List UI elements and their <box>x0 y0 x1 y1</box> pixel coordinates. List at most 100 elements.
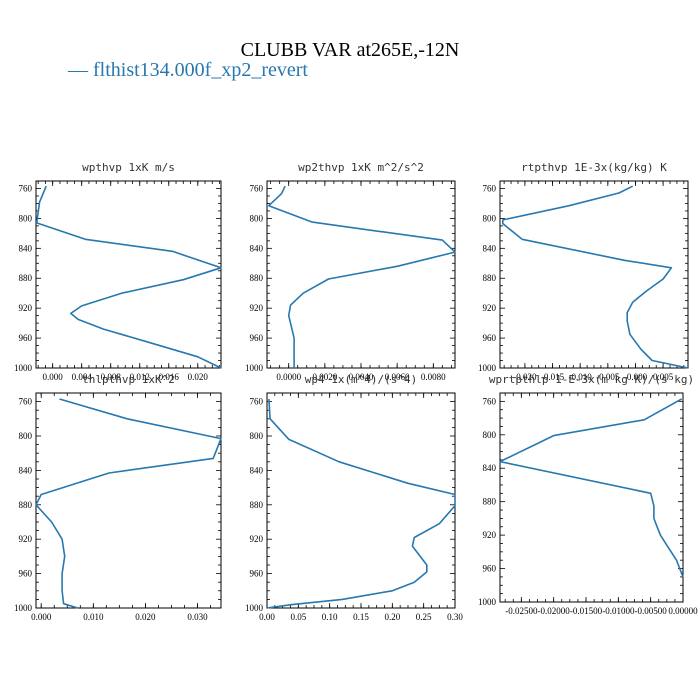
y-tick-label: 800 <box>483 213 497 223</box>
y-tick-label: 920 <box>250 303 264 313</box>
x-tick-label: -0.00500 <box>635 606 668 616</box>
panels: wpthvp 1xK m/s76080084088092096010000.00… <box>14 161 698 622</box>
y-tick-label: 880 <box>19 273 33 283</box>
x-tick-label: 0.15 <box>353 612 369 622</box>
y-tick-label: 880 <box>250 500 264 510</box>
x-tick-label: 0.0040 <box>349 372 374 382</box>
panel-title: thlpthvp 1xK^2 <box>82 373 175 386</box>
x-tick-label: -0.01500 <box>570 606 603 616</box>
y-tick-label: 960 <box>19 333 33 343</box>
x-tick-label: -0.020 <box>513 372 537 382</box>
series-line <box>35 398 222 609</box>
plot-frame <box>266 392 456 609</box>
plot-frame <box>35 180 222 369</box>
plot-frame <box>499 392 684 603</box>
x-tick-label: 0.004 <box>72 372 93 382</box>
plot-frame <box>35 392 222 609</box>
y-tick-label: 1000 <box>14 363 33 373</box>
y-tick-label: 920 <box>483 303 497 313</box>
x-tick-label: 0.016 <box>159 372 180 382</box>
x-tick-label: 0.0000 <box>276 372 301 382</box>
x-tick-label: 0.020 <box>135 612 156 622</box>
x-tick-label: -0.015 <box>541 372 565 382</box>
panel-1: wpthvp 1xK m/s 760 800 840 880 920 960 1000 0.00… <box>14 161 222 382</box>
y-tick-label: 960 <box>483 333 497 343</box>
y-tick-label: 920 <box>250 534 264 544</box>
x-tick-label: 0.00000 <box>668 606 698 616</box>
y-tick-label: 1000 <box>478 597 497 607</box>
x-tick-label: 0.05 <box>290 612 306 622</box>
panel-title: wp4 1x(m^4)/(s^4) <box>305 373 418 386</box>
y-tick-label: 1000 <box>478 363 497 373</box>
x-tick-label: 0.20 <box>384 612 400 622</box>
series-line <box>266 398 456 609</box>
y-tick-label: 840 <box>250 243 264 253</box>
y-tick-label: 920 <box>19 303 33 313</box>
panel-title: wpthvp 1xK m/s <box>82 161 175 174</box>
x-tick-label: 0.000 <box>31 612 52 622</box>
legend-series-name: flthist134.000f_xp2_revert <box>93 59 308 81</box>
y-tick-label: 800 <box>19 431 33 441</box>
y-tick-label: 880 <box>483 273 497 283</box>
series-line <box>501 185 689 369</box>
y-tick-label: 960 <box>250 569 264 579</box>
legend-label: — flthist134.000f_xp2_revert <box>67 59 308 81</box>
y-tick-label: 760 <box>483 396 497 406</box>
y-tick-label: 840 <box>19 465 33 475</box>
y-tick-label: 880 <box>19 500 33 510</box>
x-tick-label: -0.02500 <box>505 606 538 616</box>
x-tick-label: 0.010 <box>83 612 104 622</box>
x-tick-label: 0.000 <box>43 372 64 382</box>
x-tick-label: 0.030 <box>187 612 208 622</box>
figure-title: CLUBB VAR at265E,-12N <box>241 39 460 61</box>
panel-4: thlpthvp 1xK^276080084088092096010000.00… <box>14 373 222 622</box>
x-tick-label: 0.0080 <box>421 372 446 382</box>
x-tick-label: 0.008 <box>101 372 122 382</box>
y-tick-label: 920 <box>483 530 497 540</box>
y-tick-label: 800 <box>19 213 33 223</box>
x-tick-label: 0.25 <box>416 612 432 622</box>
panel-title: rtpthvp 1E-3x(kg/kg) K <box>521 161 667 174</box>
y-tick-label: 800 <box>250 431 264 441</box>
y-tick-label: 920 <box>19 534 33 544</box>
x-tick-label: 0.020 <box>188 372 209 382</box>
y-tick-label: 760 <box>19 183 33 193</box>
legend-line-glyph: — <box>67 59 93 81</box>
x-tick-label: 0.012 <box>130 372 150 382</box>
series-line <box>267 185 456 368</box>
series-line <box>35 185 222 369</box>
y-tick-label: 960 <box>483 564 497 574</box>
y-tick-label: 1000 <box>245 603 264 613</box>
x-tick-label: 0.00 <box>259 612 275 622</box>
y-tick-label: 760 <box>19 397 33 407</box>
panel-3: rtpthvp 1E-3x(kg/kg) K 760 800 840 880 920 960… <box>478 161 689 382</box>
plot-frame <box>499 180 689 369</box>
y-tick-label: 760 <box>250 397 264 407</box>
x-tick-label: -0.01000 <box>602 606 635 616</box>
y-tick-label: 760 <box>483 183 497 193</box>
y-tick-label: 960 <box>250 333 264 343</box>
y-tick-label: 880 <box>250 273 264 283</box>
y-tick-label: 800 <box>250 213 264 223</box>
x-tick-label: 0.10 <box>322 612 338 622</box>
panel-title: wprtpthlp 1-E-3x(m kg K)/(s kg) <box>489 373 694 386</box>
y-tick-label: 840 <box>483 243 497 253</box>
y-tick-label: 840 <box>250 465 264 475</box>
x-tick-label: -0.02000 <box>538 606 571 616</box>
y-tick-label: 880 <box>483 497 497 507</box>
y-tick-label: 1000 <box>245 363 264 373</box>
y-tick-label: 1000 <box>14 603 33 613</box>
plot-frame <box>266 180 456 369</box>
x-tick-label: -0.000 <box>624 372 648 382</box>
panel-2: wp2thvp 1xK m^2/s^2 760 800 840 880 920 960 100… <box>245 161 456 382</box>
x-tick-label: 0.30 <box>447 612 463 622</box>
x-tick-label: 0.0020 <box>312 372 337 382</box>
y-tick-label: 960 <box>19 569 33 579</box>
x-tick-label: -0.010 <box>569 372 593 382</box>
series-line <box>499 398 684 578</box>
panel-5: wp4 1x(m^4)/(s^4)76080084088092096010000… <box>245 373 463 622</box>
y-tick-label: 800 <box>483 430 497 440</box>
panel-6: wprtpthlp 1-E-3x(m kg K)/(s kg) 760 800 840… <box>478 373 698 616</box>
x-tick-label: 0.0060 <box>385 372 410 382</box>
